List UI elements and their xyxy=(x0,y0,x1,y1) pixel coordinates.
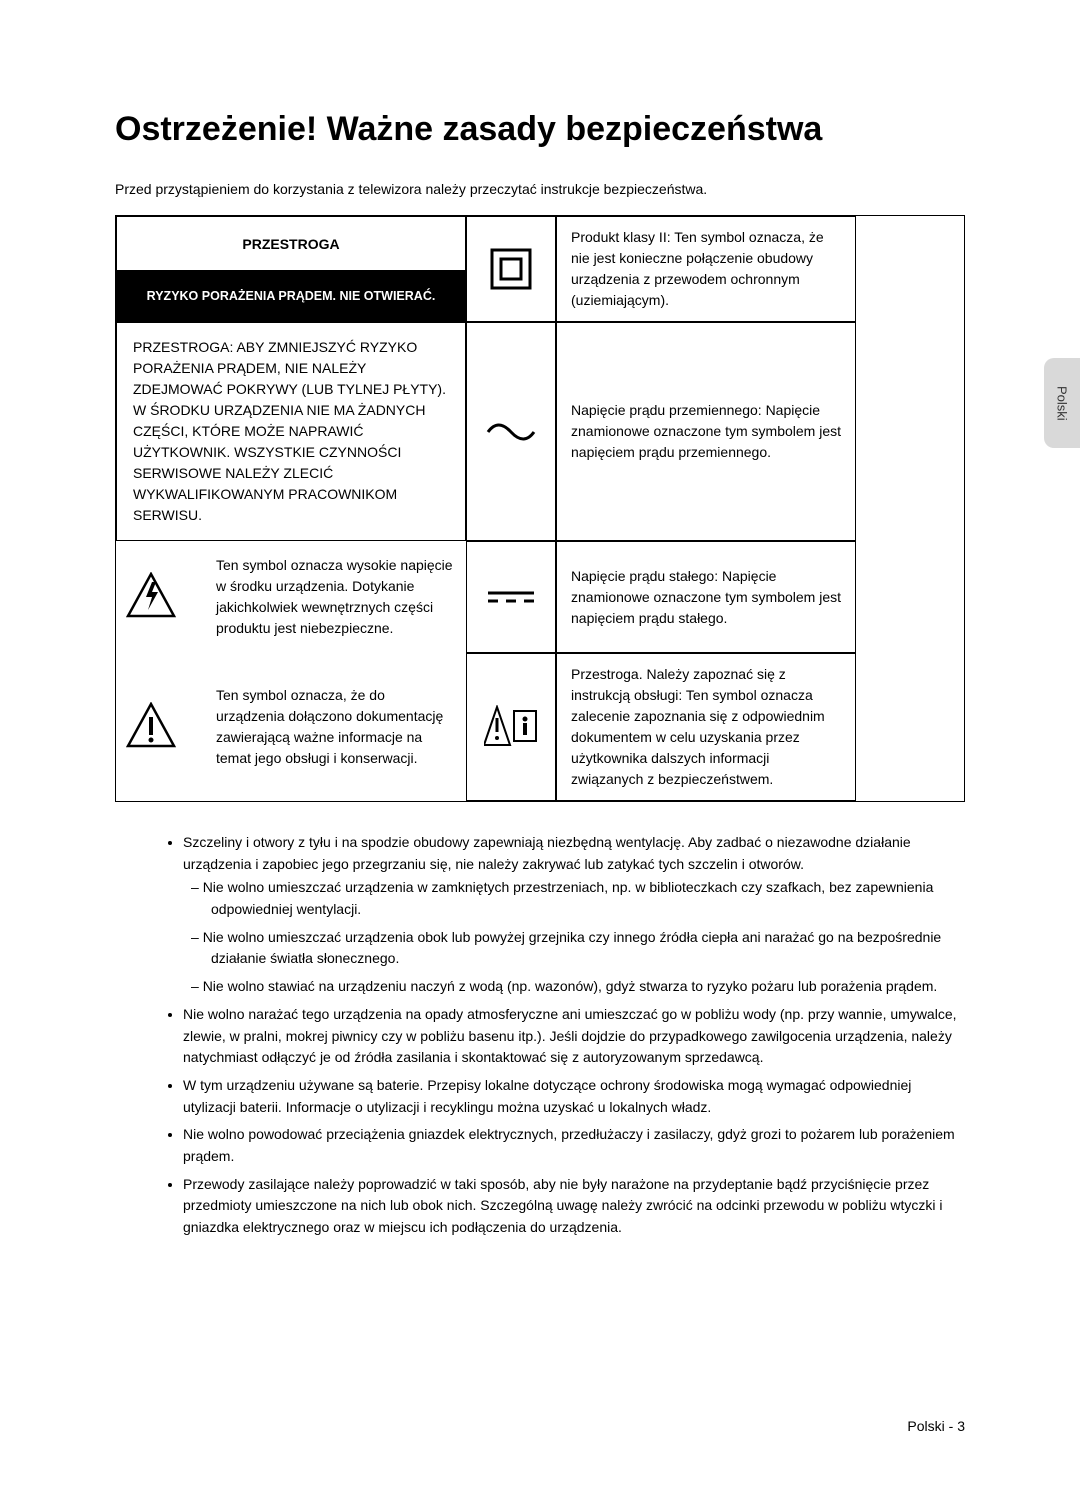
refer-manual-icon xyxy=(466,653,556,801)
list-item: Przewody zasilające należy poprowadzić w… xyxy=(183,1174,965,1239)
page-footer: Polski - 3 xyxy=(907,1418,965,1434)
list-item: Nie wolno umieszczać urządzenia obok lub… xyxy=(211,927,965,970)
language-tab: Polski xyxy=(1044,358,1080,448)
class2-desc: Produkt klasy II: Ten symbol oznacza, że… xyxy=(556,216,856,322)
safety-symbols-table: PRZESTROGA Produkt klasy II: Ten symbol … xyxy=(115,215,965,802)
table-row: Ten symbol oznacza wysokie napięcie w śr… xyxy=(116,541,466,653)
ac-voltage-desc: Napięcie prądu przemiennego: Napięcie zn… xyxy=(556,322,856,541)
intro-text: Przed przystąpieniem do korzystania z te… xyxy=(115,181,965,197)
table-row: Ten symbol oznacza, że do urządzenia doł… xyxy=(116,653,466,801)
list-item: Nie wolno narażać tego urządzenia na opa… xyxy=(183,1004,965,1069)
list-item: Nie wolno powodować przeciążenia gniazde… xyxy=(183,1124,965,1167)
list-item: Nie wolno stawiać na urządzeniu naczyń z… xyxy=(211,976,965,998)
documentation-desc: Ten symbol oznacza, że do urządzenia doł… xyxy=(206,671,466,783)
documentation-icon xyxy=(116,688,206,766)
table-header-caution: PRZESTROGA xyxy=(116,216,466,270)
refer-manual-desc: Przestroga. Należy zapoznać się z instru… xyxy=(556,653,856,801)
high-voltage-desc: Ten symbol oznacza wysokie napięcie w śr… xyxy=(206,541,466,653)
list-item: Szczeliny i otwory z tyłu i na spodzie o… xyxy=(183,832,965,998)
bullet-text: Szczeliny i otwory z tyłu i na spodzie o… xyxy=(183,834,911,872)
class2-icon xyxy=(466,216,556,322)
caution-body-text: PRZESTROGA: ABY ZMNIEJSZYĆ RYZYKO PORAŻE… xyxy=(116,322,466,541)
ac-voltage-icon xyxy=(466,322,556,541)
page-content: Ostrzeżenie! Ważne zasady bezpieczeństwa… xyxy=(0,0,1080,1285)
dc-voltage-icon xyxy=(466,541,556,653)
table-header-shock: RYZYKO PORAŻENIA PRĄDEM. NIE OTWIERAĆ. xyxy=(116,270,466,322)
safety-bullets: Szczeliny i otwory z tyłu i na spodzie o… xyxy=(115,832,965,1239)
page-title: Ostrzeżenie! Ważne zasady bezpieczeństwa xyxy=(115,110,965,149)
dc-voltage-desc: Napięcie prądu stałego: Napięcie znamion… xyxy=(556,541,856,653)
high-voltage-icon xyxy=(116,558,206,636)
language-tab-label: Polski xyxy=(1055,386,1070,421)
list-item: W tym urządzeniu używane są baterie. Prz… xyxy=(183,1075,965,1118)
list-item: Nie wolno umieszczać urządzenia w zamkni… xyxy=(211,877,965,920)
